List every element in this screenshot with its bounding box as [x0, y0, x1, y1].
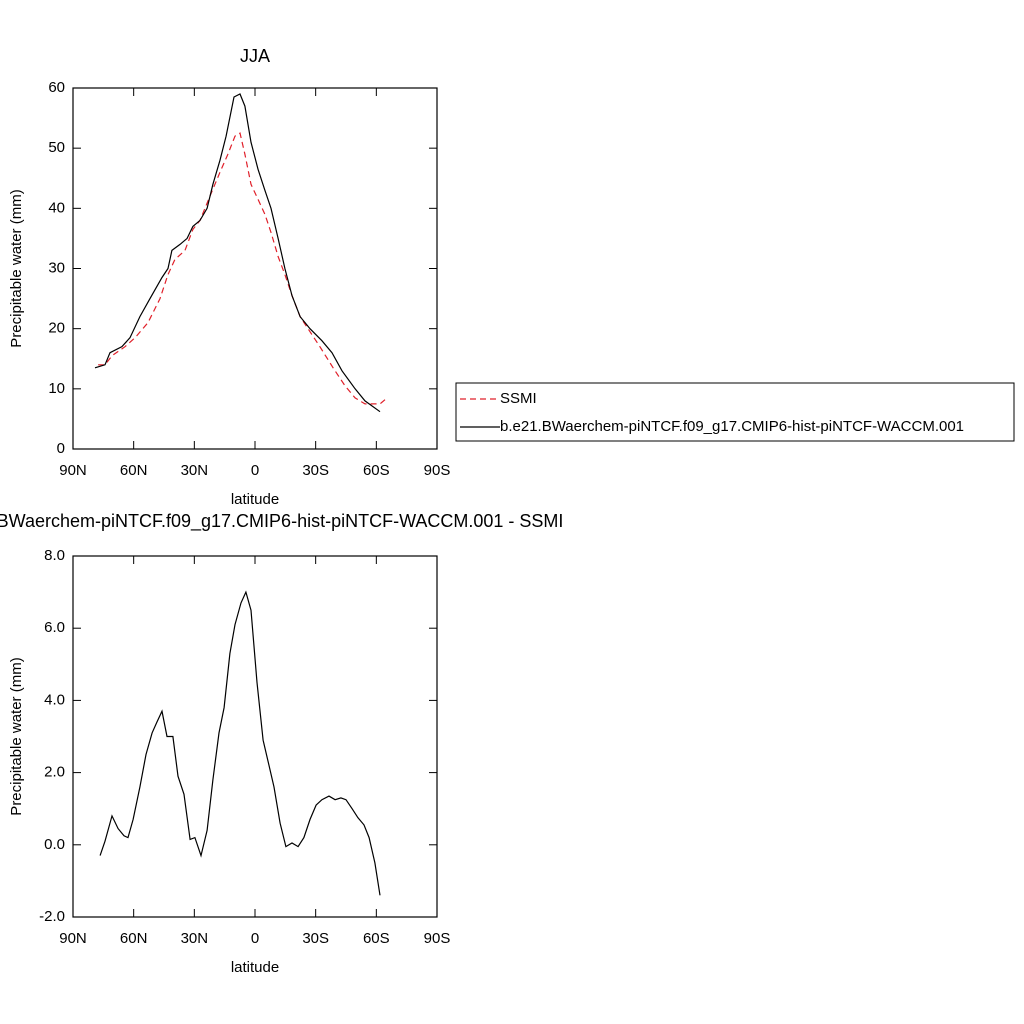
- y-tick-label: 8.0: [44, 547, 65, 564]
- y-tick-label: 20: [48, 320, 65, 337]
- x-tick-label: 0: [251, 930, 259, 947]
- data-line: [99, 590, 381, 896]
- y-tick-label: -2.0: [39, 908, 65, 925]
- y-axis-label: Precipitable water (mm): [8, 189, 25, 347]
- x-tick-label: 0: [251, 462, 259, 479]
- x-tick-label: 30N: [181, 930, 209, 947]
- plot-frame: [72, 87, 438, 450]
- x-tick-label: 60S: [363, 462, 390, 479]
- data-line: [98, 132, 388, 405]
- x-axis-label: latitude: [231, 959, 279, 976]
- legend-label: SSMI: [500, 390, 537, 407]
- plot-frame: [72, 555, 438, 918]
- x-tick-label: 90S: [424, 462, 451, 479]
- y-axis-label: Precipitable water (mm): [8, 657, 25, 815]
- x-tick-label: 90N: [59, 462, 87, 479]
- y-tick-label: 0.0: [44, 836, 65, 853]
- y-tick-label: 30: [48, 259, 65, 276]
- y-tick-label: 10: [48, 380, 65, 397]
- y-tick-label: 40: [48, 199, 65, 216]
- x-tick-label: 90N: [59, 930, 87, 947]
- x-axis-label: latitude: [231, 491, 279, 508]
- x-tick-label: 30N: [181, 462, 209, 479]
- x-tick-label: 90S: [424, 930, 451, 947]
- chart-title: JJA: [240, 46, 270, 66]
- y-tick-label: 2.0: [44, 764, 65, 781]
- y-tick-label: 4.0: [44, 691, 65, 708]
- data-line: [94, 93, 381, 413]
- y-tick-label: 0: [57, 440, 65, 457]
- y-tick-label: 50: [48, 139, 65, 156]
- x-tick-label: 60S: [363, 930, 390, 947]
- y-tick-label: 6.0: [44, 619, 65, 636]
- chart-title: b.e21.BWaerchem-piNTCF.f09_g17.CMIP6-his…: [0, 511, 563, 532]
- legend-label: b.e21.BWaerchem-piNTCF.f09_g17.CMIP6-his…: [500, 418, 964, 435]
- legend-box: [455, 382, 1015, 442]
- x-tick-label: 60N: [120, 462, 148, 479]
- y-tick-label: 60: [48, 79, 65, 96]
- x-tick-label: 30S: [302, 930, 329, 947]
- x-tick-label: 30S: [302, 462, 329, 479]
- x-tick-label: 60N: [120, 930, 148, 947]
